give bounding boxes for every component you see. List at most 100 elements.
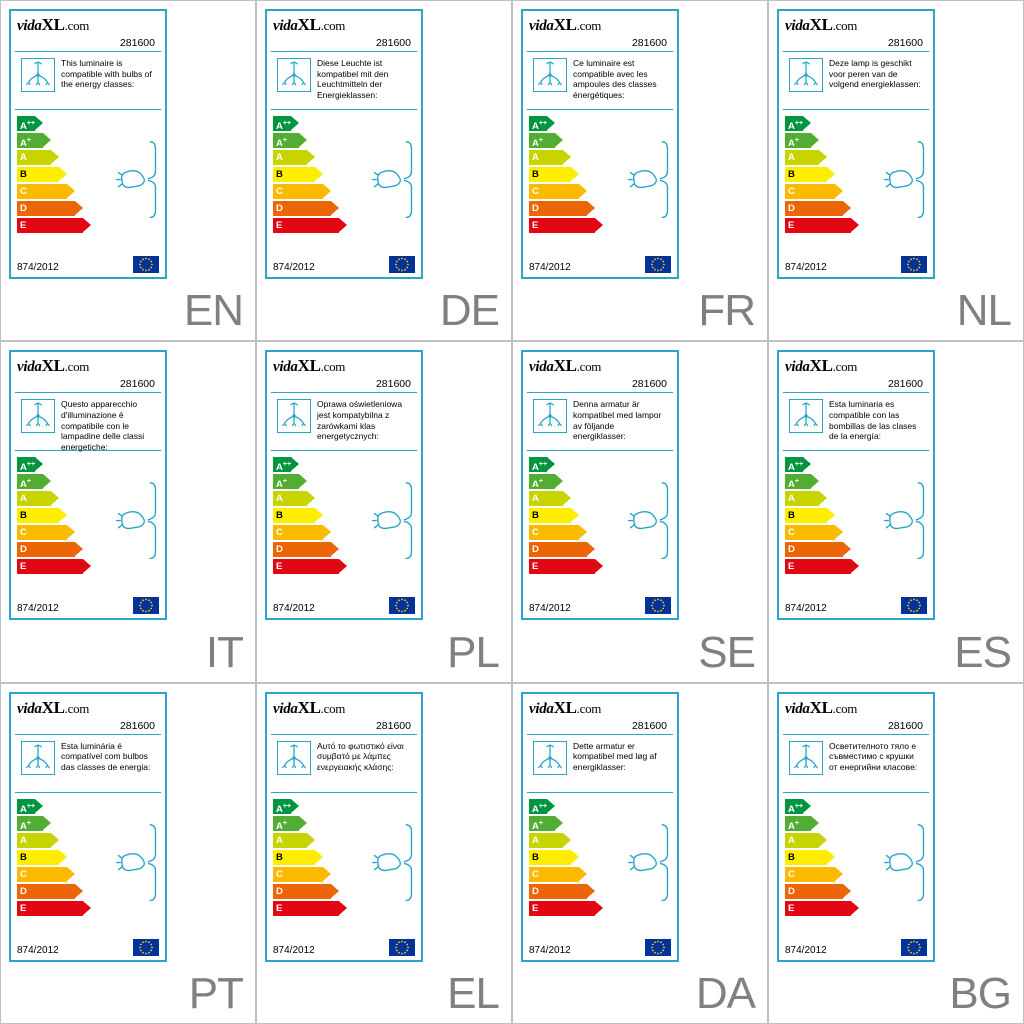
label-cell-DA: vidaXL.com 281600 Dette armatur er kompa… [512,683,768,1024]
product-code: 281600 [783,37,929,52]
regulation-text: 874/2012 [785,603,827,614]
description-row: Esta luminaria es compatible con las bom… [783,393,929,451]
description-text: Esta luminária é compatível com bulbos d… [61,741,155,786]
product-code: 281600 [527,37,673,52]
description-text: Diese Leuchte ist kompatibel mit den Leu… [317,58,411,103]
product-code: 281600 [15,378,161,393]
eu-flag-icon [133,597,159,614]
description-text: Αυτό το φωτιστικό είναι συμβατό με λάμπε… [317,741,411,786]
energy-chart: A++ A+ A B C D E [523,793,677,923]
eu-flag [645,256,671,273]
eu-flag [901,256,927,273]
description-row: Diese Leuchte ist kompatibel mit den Leu… [271,52,417,110]
product-code: 281600 [783,720,929,735]
regulation-text: 874/2012 [785,945,827,956]
regulation-text: 874/2012 [529,603,571,614]
eu-flag [389,256,415,273]
chandelier-icon [22,59,54,91]
regulation-text: 874/2012 [17,945,59,956]
bulb-icon [883,481,927,560]
description-row: Deze lamp is geschikt voor peren van de … [783,52,929,110]
energy-chart: A++ A+ A B C D E [779,451,933,581]
energy-arrow-Aplusplus: A++ [273,457,417,472]
energy-arrow-E: E [17,901,161,916]
bulb-icon [371,481,415,560]
language-code: NL [957,286,1011,336]
label-cell-BG: vidaXL.com 281600 Осветителното тяло е с… [768,683,1024,1024]
label-footer: 874/2012 [785,256,927,273]
energy-arrow-E: E [17,218,161,233]
bulb-icon [371,823,415,902]
label-footer: 874/2012 [529,939,671,956]
eu-flag [133,597,159,614]
label-cell-IT: vidaXL.com 281600 Questo apparecchio d'i… [0,341,256,682]
energy-arrow-Aplusplus: A++ [529,116,673,131]
energy-chart: A++ A+ A B C D E [11,110,165,240]
description-text: Questo apparecchio d'illuminazione è com… [61,399,155,444]
eu-flag-icon [133,256,159,273]
chandelier-icon [278,59,310,91]
brand-logo: vidaXL.com [523,352,677,378]
eu-flag-icon [645,939,671,956]
description-text: Осветителното тяло е съвместимо с крушки… [829,741,923,786]
energy-arrow-E: E [273,218,417,233]
description-row: Αυτό το φωτιστικό είναι συμβατό με λάμπε… [271,735,417,793]
chandelier-icon [790,742,822,774]
product-code: 281600 [783,378,929,393]
energy-label: vidaXL.com 281600 Diese Leuchte ist komp… [265,9,423,279]
eu-flag [389,939,415,956]
energy-arrow-Aplusplus: A++ [17,116,161,131]
brand-logo: vidaXL.com [267,694,421,720]
eu-flag-icon [901,597,927,614]
regulation-text: 874/2012 [529,262,571,273]
eu-flag [901,939,927,956]
language-code: IT [206,628,243,678]
label-footer: 874/2012 [785,939,927,956]
brand-logo: vidaXL.com [523,11,677,37]
luminaire-icon-box [533,399,567,433]
description-row: This luminaire is compatible with bulbs … [15,52,161,110]
energy-label: vidaXL.com 281600 Denna armatur är kompa… [521,350,679,620]
brand-logo: vidaXL.com [523,694,677,720]
language-code: FR [698,286,755,336]
energy-chart: A++ A+ A B C D E [267,793,421,923]
energy-label: vidaXL.com 281600 Esta luminária é compa… [9,692,167,962]
description-text: Denna armatur är kompatibel med lampor a… [573,399,667,444]
language-code: DA [696,969,755,1019]
energy-chart: A++ A+ A B C D E [779,793,933,923]
luminaire-icon-box [789,399,823,433]
brand-logo: vidaXL.com [779,694,933,720]
energy-arrow-Aplusplus: A++ [17,457,161,472]
eu-flag [133,256,159,273]
language-code: DE [440,286,499,336]
brand-logo: vidaXL.com [267,352,421,378]
regulation-text: 874/2012 [273,945,315,956]
luminaire-icon-box [533,741,567,775]
energy-arrow-E: E [273,559,417,574]
eu-flag [133,939,159,956]
description-row: Questo apparecchio d'illuminazione è com… [15,393,161,451]
eu-flag-icon [389,256,415,273]
chandelier-icon [278,742,310,774]
eu-flag [389,597,415,614]
description-row: Dette armatur er kompatibel med løg af e… [527,735,673,793]
bulb-icon [883,140,927,219]
energy-label: vidaXL.com 281600 Oprawa oświetleniowa j… [265,350,423,620]
energy-arrow-Aplusplus: A++ [785,799,929,814]
chandelier-icon [22,742,54,774]
description-text: Esta luminaria es compatible con las bom… [829,399,923,444]
brand-logo: vidaXL.com [11,11,165,37]
energy-arrow-E: E [529,901,673,916]
language-code: PT [189,969,243,1019]
brand-logo: vidaXL.com [779,352,933,378]
bulb-icon [883,823,927,902]
label-footer: 874/2012 [273,597,415,614]
chandelier-icon [790,400,822,432]
eu-flag [645,939,671,956]
energy-label: vidaXL.com 281600 Осветителното тяло е с… [777,692,935,962]
energy-label: vidaXL.com 281600 Esta luminaria es comp… [777,350,935,620]
description-row: Ce luminaire est compatible avec les amp… [527,52,673,110]
chandelier-icon [278,400,310,432]
eu-flag-icon [901,939,927,956]
language-code: ES [954,628,1011,678]
